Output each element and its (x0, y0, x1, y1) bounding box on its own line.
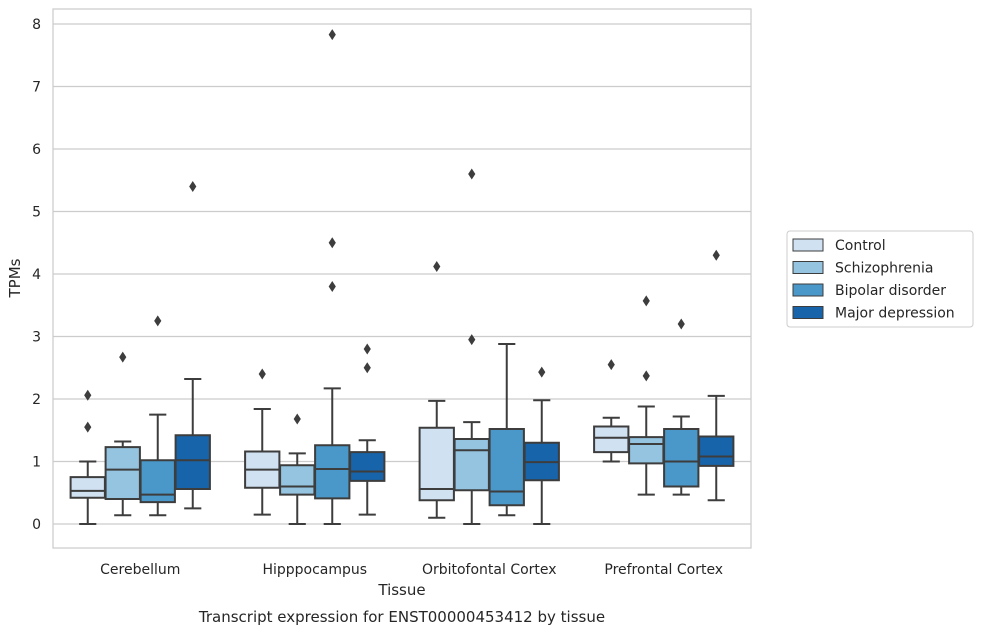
y-tick-label: 6 (32, 142, 41, 158)
y-gridlines (53, 23, 751, 525)
outlier-point (433, 261, 441, 272)
x-tick-label: Orbitofontal Cortex (422, 562, 557, 578)
outlier-point (328, 29, 336, 41)
box-group (593, 249, 735, 502)
legend-label: Control (835, 238, 886, 254)
legend-label: Bipolar disorder (835, 283, 946, 299)
x-tick-label: Cerebellum (100, 562, 180, 578)
y-tick-label: 4 (32, 267, 41, 283)
y-tick-label: 5 (32, 205, 41, 221)
x-tick-labels: Cerebellum Hipppocampus Orbitofontal Corte… (100, 562, 723, 578)
outlier-point (84, 421, 92, 433)
outlier-point (189, 181, 197, 192)
outlier-point (328, 237, 336, 249)
box-group (69, 181, 211, 525)
outlier-point (363, 362, 371, 374)
box (453, 438, 490, 492)
y-axis-label: TPMs (6, 258, 24, 298)
legend-swatch (792, 238, 824, 252)
y-tick-label: 0 (32, 517, 41, 533)
box (663, 428, 700, 488)
outlier-point (607, 359, 615, 371)
box (349, 451, 386, 482)
outlier-point (468, 334, 476, 346)
box (104, 446, 141, 500)
outlier-point (642, 295, 650, 307)
outlier-point (84, 389, 92, 401)
box (698, 435, 735, 467)
outlier-point (328, 281, 336, 292)
box (69, 476, 106, 499)
outlier-point (119, 351, 127, 363)
y-tick-label: 1 (32, 455, 41, 471)
outlier-point (258, 368, 266, 380)
box-group (244, 29, 386, 525)
outlier-point (712, 249, 720, 261)
legend-swatch (792, 261, 824, 274)
y-tick-label: 2 (32, 392, 41, 408)
y-tick-label: 3 (32, 330, 41, 346)
plot-frame (52, 8, 752, 549)
box (314, 444, 351, 500)
figure-caption: Transcript expression for ENST0000045341… (198, 608, 605, 626)
legend-swatch (792, 306, 824, 319)
legend-label: Schizophrenia (835, 261, 933, 277)
outlier-point (363, 343, 371, 355)
box-group (418, 168, 560, 525)
box (628, 436, 665, 465)
y-tick-labels: 0 1 2 3 4 5 6 7 8 (32, 17, 41, 533)
legend-label: Major depression (835, 306, 955, 322)
outlier-point (642, 370, 650, 382)
outlier-point (538, 366, 546, 378)
x-axis-label: Tissue (377, 581, 425, 599)
outlier-point (154, 315, 162, 327)
legend: Control Schizophrenia Bipolar disorder Majo… (786, 230, 974, 328)
box (279, 464, 316, 496)
box (488, 428, 525, 507)
legend-swatch (792, 283, 824, 297)
y-tick-label: 7 (32, 80, 41, 96)
box (174, 434, 211, 490)
y-tick-label: 8 (32, 17, 41, 33)
box (139, 459, 176, 504)
outlier-point (677, 318, 685, 330)
x-tick-label: Hipppocampus (262, 562, 367, 578)
box-groups (69, 29, 735, 525)
legend-frame (786, 230, 974, 328)
outlier-point (468, 168, 476, 180)
x-tick-label: Prefrontal Cortex (604, 562, 723, 578)
outlier-point (293, 413, 301, 425)
box (593, 425, 630, 454)
